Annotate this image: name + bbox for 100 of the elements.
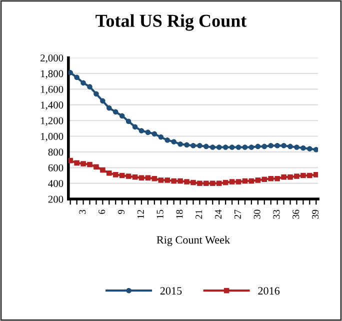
point (300, 172, 306, 178)
point (255, 178, 261, 183)
point (248, 144, 254, 150)
point (236, 179, 242, 184)
point (313, 172, 318, 178)
x-axis-title: Rig Count Week (156, 236, 230, 246)
point (132, 174, 138, 180)
y-tick-label: 2,000 (40, 54, 64, 63)
point (178, 178, 183, 184)
point (94, 164, 99, 170)
y-tick-label: 800 (48, 148, 64, 156)
point (87, 84, 92, 90)
x-tick-label: 12 (137, 210, 144, 218)
point (222, 144, 228, 150)
point (274, 143, 280, 148)
chart-title: Total US Rig Count (96, 14, 247, 31)
point (255, 144, 261, 150)
point (313, 146, 318, 152)
point (171, 139, 176, 144)
point (68, 70, 73, 76)
y-tick-label: 1,400 (41, 102, 64, 110)
point (242, 178, 248, 184)
x-tick-label: 18 (176, 210, 183, 218)
point (100, 98, 106, 104)
x-tick-label: 24 (215, 210, 222, 219)
point (80, 161, 86, 166)
point (216, 144, 222, 150)
point (274, 176, 280, 182)
point (106, 105, 112, 111)
point (119, 172, 125, 178)
point (229, 179, 235, 184)
point (307, 146, 312, 152)
y-tick-label: 400 (48, 180, 64, 188)
point (145, 130, 151, 135)
legend-label: 2016 (258, 287, 280, 295)
point (112, 109, 118, 115)
point (158, 134, 164, 140)
point (307, 172, 312, 178)
point (216, 180, 222, 186)
point (190, 143, 196, 148)
point (74, 74, 80, 80)
point (288, 144, 293, 150)
point (112, 172, 118, 178)
point (268, 143, 274, 148)
x-tick-label: 30 (254, 210, 260, 219)
x-tick-label: 36 (292, 210, 300, 219)
y-tick-label: 1,600 (41, 86, 64, 94)
point (294, 174, 300, 179)
point (268, 176, 274, 182)
y-tick-label: 1,200 (41, 117, 64, 126)
point (145, 175, 151, 180)
point (178, 141, 183, 147)
point (94, 91, 99, 97)
x-tick-label: 27 (234, 210, 241, 219)
point (132, 124, 138, 130)
point (74, 160, 80, 166)
point (204, 180, 209, 186)
point (262, 176, 268, 182)
point (262, 144, 268, 150)
point (164, 138, 170, 143)
point (158, 178, 164, 183)
point (164, 178, 170, 183)
point (171, 178, 176, 184)
x-tick-label: 3 (79, 210, 86, 214)
y-tick-label: 600 (48, 164, 64, 172)
point (210, 180, 216, 186)
x-tick-label: 15 (156, 210, 164, 218)
point (229, 144, 235, 150)
point (242, 144, 248, 150)
x-tick-label: 39 (312, 210, 319, 219)
x-tick-label: 6 (98, 210, 106, 214)
point (138, 175, 144, 180)
x-tick-label: 21 (196, 210, 202, 219)
point (236, 144, 242, 150)
point (80, 80, 86, 86)
y-tick-label: 200 (48, 196, 64, 203)
point (222, 180, 228, 186)
point (106, 170, 112, 176)
point (126, 118, 132, 124)
x-tick-label: 9 (118, 210, 125, 214)
point (300, 145, 306, 151)
point (152, 131, 158, 137)
point (288, 174, 293, 180)
point (87, 162, 92, 168)
point (126, 174, 132, 179)
legend-label: 2015 (160, 287, 182, 295)
y-tick-label: 1,000 (41, 132, 64, 142)
point (190, 180, 196, 186)
point (197, 180, 202, 186)
x-tick-label: 33 (273, 210, 280, 219)
point (138, 128, 144, 134)
point (100, 167, 106, 173)
point (204, 144, 209, 150)
point (184, 179, 190, 184)
point (68, 158, 73, 164)
point (152, 176, 158, 182)
point (281, 143, 286, 148)
point (119, 113, 125, 118)
point (210, 144, 216, 150)
point (197, 143, 202, 148)
